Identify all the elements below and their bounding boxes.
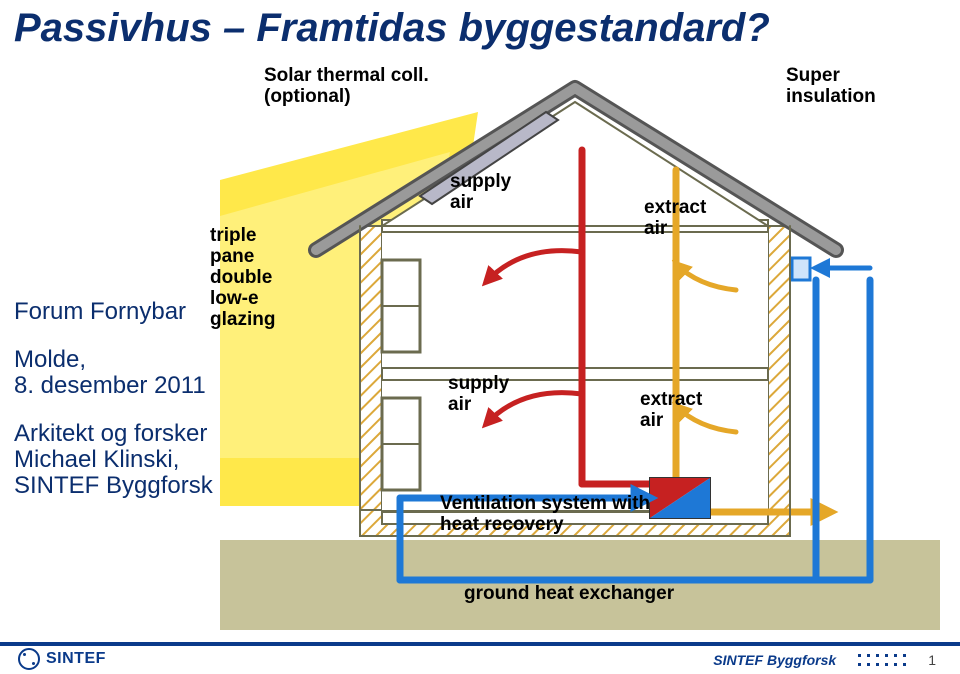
author-role: Arkitekt og forsker [14, 420, 207, 448]
page-number: 1 [928, 652, 936, 668]
diagram-svg [220, 40, 940, 630]
label-extract1: extract air [644, 198, 706, 240]
footer-divider [0, 642, 960, 646]
slide: Passivhus – Framtidas byggestandard? For… [0, 0, 960, 674]
label-solar: Solar thermal coll. (optional) [264, 66, 429, 108]
label-supply2: supply air [448, 374, 509, 416]
label-extract2: extract air [640, 390, 702, 432]
decorative-dots [858, 654, 906, 666]
label-glazing: triple pane double low-e glazing [210, 226, 275, 330]
sintef-logo: SINTEF [18, 648, 106, 670]
logo-word: SINTEF [46, 650, 106, 668]
logo-circle-icon [18, 648, 40, 670]
passivhaus-diagram: Solar thermal coll. (optional) Super insu… [220, 40, 940, 630]
label-ghx: ground heat exchanger [464, 584, 674, 605]
label-supply1: supply air [450, 172, 511, 214]
location-line: Molde, [14, 346, 86, 374]
date-line: 8. desember 2011 [14, 372, 206, 400]
author-org: SINTEF Byggforsk [14, 472, 213, 500]
footer-brand: SINTEF Byggforsk [713, 652, 836, 668]
event-name: Forum Fornybar [14, 298, 186, 326]
label-super: Super insulation [786, 66, 876, 108]
author-name: Michael Klinski, [14, 446, 179, 474]
footer-right: SINTEF Byggforsk 1 [713, 652, 936, 668]
label-vent: Ventilation system with heat recovery [440, 494, 650, 536]
